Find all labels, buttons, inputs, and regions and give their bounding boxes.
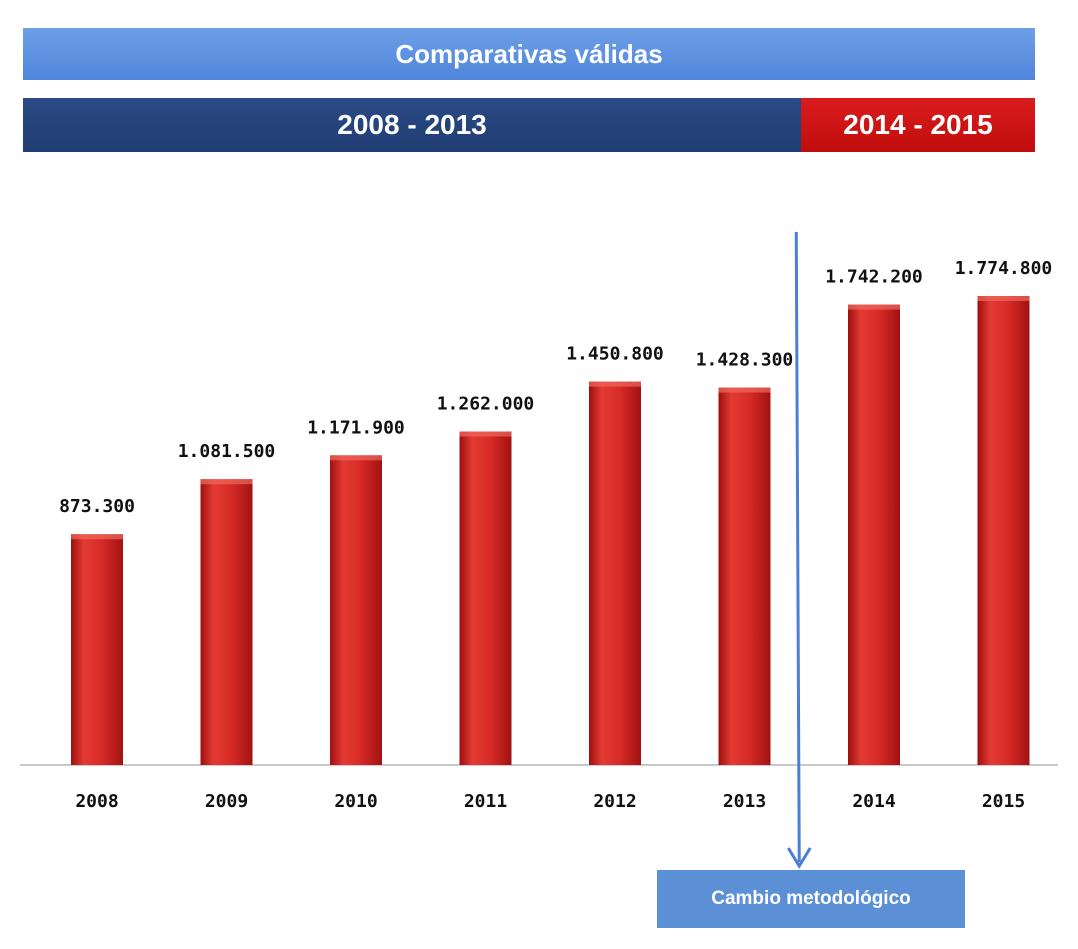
methodology-change-note: Cambio metodológico xyxy=(657,870,965,928)
value-label-2011: 1.262.000 xyxy=(437,394,535,415)
x-tick-label-2011: 2011 xyxy=(464,791,507,812)
value-label-2009: 1.081.500 xyxy=(178,441,276,462)
methodology-change-label: Cambio metodológico xyxy=(711,888,911,909)
value-label-2013: 1.428.300 xyxy=(696,350,794,371)
value-label-2015: 1.774.800 xyxy=(955,258,1053,279)
bar-top-2013 xyxy=(718,387,771,393)
bar-top-2010 xyxy=(330,455,382,461)
methodology-divider-line xyxy=(794,231,801,863)
bar-top-2009 xyxy=(200,479,253,485)
bar-top-2012 xyxy=(589,381,641,387)
period-old-label: 2008 - 2013 xyxy=(337,109,487,140)
x-tick-label-2013: 2013 xyxy=(723,791,766,812)
bar-top-2014 xyxy=(848,304,900,310)
bar-top-2015 xyxy=(977,296,1030,301)
x-tick-label-2009: 2009 xyxy=(205,791,248,812)
period-banner-2008-2013: 2008 - 2013 xyxy=(23,98,801,152)
bar-2010 xyxy=(330,455,382,765)
methodology-divider-arrowhead xyxy=(786,847,812,869)
period-banner-2014-2015: 2014 - 2015 xyxy=(801,98,1035,152)
x-tick-label-2014: 2014 xyxy=(852,791,896,812)
bar-2009 xyxy=(200,479,253,765)
bar-2008 xyxy=(71,534,123,765)
x-tick-label-2008: 2008 xyxy=(75,791,118,812)
value-label-2008: 873.300 xyxy=(59,496,135,517)
bar-2015 xyxy=(977,296,1030,765)
x-tick-label-2010: 2010 xyxy=(334,791,377,812)
bar-top-2008 xyxy=(71,534,123,540)
value-label-2012: 1.450.800 xyxy=(566,344,664,365)
bar-2011 xyxy=(459,431,512,765)
bar-top-2011 xyxy=(459,431,512,437)
value-label-2014: 1.742.200 xyxy=(825,267,923,288)
x-tick-label-2012: 2012 xyxy=(593,791,636,812)
chart-title-banner: Comparativas válidas xyxy=(23,28,1035,80)
value-label-2010: 1.171.900 xyxy=(307,417,405,438)
chart-title: Comparativas válidas xyxy=(395,38,663,69)
period-new-label: 2014 - 2015 xyxy=(843,109,993,140)
bar-2014 xyxy=(848,304,900,765)
bar-2012 xyxy=(589,381,641,765)
x-tick-label-2015: 2015 xyxy=(982,791,1025,812)
bar-2013 xyxy=(718,387,771,765)
